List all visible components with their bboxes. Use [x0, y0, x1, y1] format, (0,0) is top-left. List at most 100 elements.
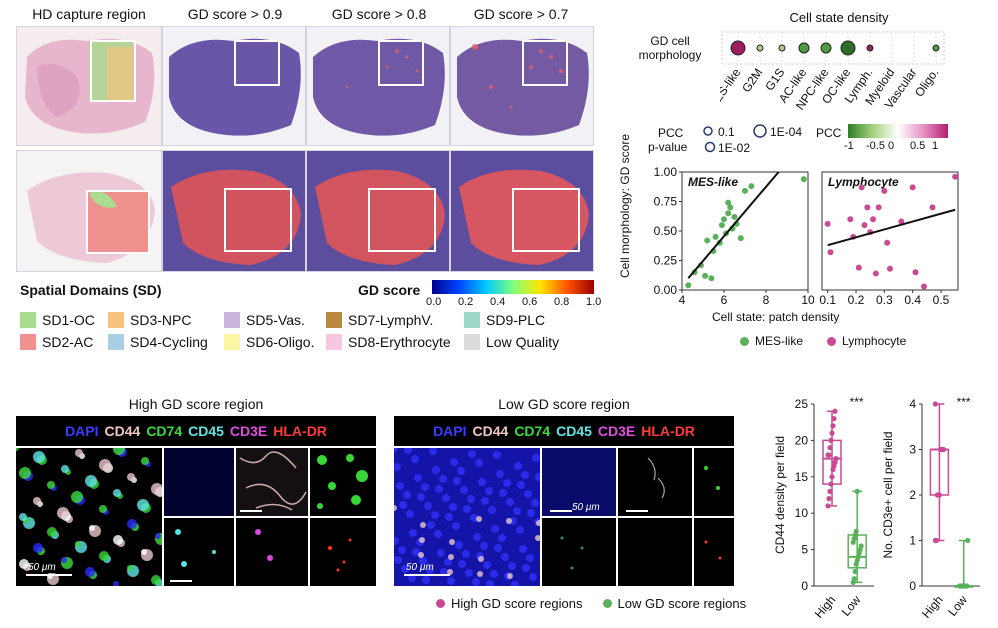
nucleus	[496, 470, 504, 478]
cd44-cell	[448, 554, 454, 560]
cd44-cell	[394, 505, 397, 511]
y-tick-label: 0.25	[654, 254, 678, 268]
sd-label: SD1-OC	[42, 312, 95, 328]
nucleus	[501, 553, 509, 561]
scatter-point	[864, 204, 871, 211]
dot-oligo	[932, 44, 940, 52]
pcc-label-1: PCC	[658, 126, 684, 140]
y-tick-label: 15	[795, 470, 809, 484]
sd-label: SD6-Oligo.	[246, 334, 315, 350]
nucleus	[406, 510, 414, 518]
marker-label-hladr: HLA-DR	[641, 423, 695, 439]
nucleus	[394, 448, 398, 452]
cd44-cell	[507, 573, 513, 579]
nucleus	[403, 491, 411, 499]
nucleus	[508, 562, 516, 570]
scatter-point	[702, 272, 709, 279]
scatter-lymphocyte: 0.1 0.2 0.3 0.4 0.5 Lymphocyte	[819, 171, 959, 307]
y-tick-label: 0.75	[654, 195, 678, 209]
nucleus	[450, 458, 458, 466]
legend-low-label: Low GD score regions	[617, 596, 747, 611]
cell	[33, 543, 43, 553]
sd-legend-item: Low Quality	[464, 334, 559, 350]
gd-08-tile-2	[306, 150, 450, 272]
x-tick-label: 6	[721, 293, 728, 307]
sd-label: SD2-AC	[42, 334, 94, 350]
scatter-point	[887, 265, 893, 272]
cell	[141, 457, 149, 465]
nucleus	[506, 498, 514, 506]
box-point	[851, 576, 857, 582]
cell	[137, 499, 149, 511]
scatter-point	[872, 270, 879, 277]
high-gd-composite: 50 μm	[16, 448, 162, 586]
scatter-xlabel: Cell state: patch density	[712, 310, 840, 324]
box-point	[936, 492, 942, 498]
scatter-point	[737, 235, 744, 242]
scatter-legend: MES-like Lymphocyte	[740, 334, 906, 348]
nucleus	[412, 548, 420, 556]
colorbar-tick: 0.6	[522, 296, 538, 308]
scatter-point	[800, 176, 807, 183]
nucleus	[445, 513, 453, 521]
cd44-cell	[536, 520, 540, 526]
box-point	[828, 481, 834, 487]
box-point	[933, 537, 939, 544]
gd-07-tile-2	[450, 150, 594, 272]
y-tick-label: 0	[909, 579, 916, 593]
low-gd-composite: 50 μm	[394, 448, 540, 586]
box-point	[831, 415, 837, 422]
nucleus	[417, 493, 425, 501]
scatter-point	[881, 187, 888, 194]
nucleus	[524, 490, 532, 498]
nucleus	[426, 566, 434, 574]
scatter-point	[952, 173, 959, 180]
gd-colorbar	[432, 280, 594, 294]
sd-legend-item: SD1-OC	[20, 312, 95, 328]
nucleus	[447, 577, 455, 585]
scatter-point	[861, 222, 868, 229]
micro-legend: High GD score regions Low GD score regio…	[436, 596, 746, 611]
gd-08-tile-1	[306, 26, 450, 146]
box-point	[964, 583, 970, 589]
sd-legend-item: SD6-Oligo.	[224, 334, 314, 350]
nucleus	[529, 573, 537, 581]
box-point	[833, 456, 839, 462]
y-tick-label: 4	[909, 397, 916, 411]
nucleus	[455, 541, 463, 549]
high-dapi	[164, 448, 234, 516]
cell	[33, 497, 41, 505]
box-point	[854, 488, 860, 494]
nucleus	[394, 463, 401, 471]
scatter-point	[884, 239, 891, 246]
pcc-colorbar-label: PCC	[816, 126, 842, 140]
cell	[85, 567, 95, 577]
nucleus	[475, 459, 483, 467]
nucleus	[427, 521, 435, 529]
cell	[99, 505, 107, 513]
sd-swatch	[326, 312, 342, 328]
cell	[141, 549, 147, 555]
cell	[113, 581, 119, 586]
sd-label: SD7-LymphV.	[348, 312, 434, 328]
dot-plot: MES-likeG2MG1SAC-likeNPC-likeOC-likeLymp…	[720, 31, 945, 113]
marker-label-hladr: HLA-DR	[273, 423, 327, 439]
nucleus	[470, 514, 478, 522]
cell	[127, 565, 133, 571]
nucleus	[435, 485, 443, 493]
header-gd-09: GD score > 0.9	[187, 6, 283, 22]
nucleus	[449, 503, 457, 511]
fit-line	[827, 208, 956, 247]
box-ylabel: No. CD3e+ cell per field	[881, 431, 895, 558]
x-tick-label: 0.3	[876, 293, 893, 307]
scatter-point	[704, 237, 711, 244]
box-point	[825, 503, 831, 509]
box-point	[826, 496, 832, 502]
scale-text: 50 μm	[28, 562, 56, 573]
cd44-cell	[420, 522, 426, 528]
scale-text: 50 μm	[572, 502, 600, 513]
colorbar-tick: 0.8	[554, 296, 570, 308]
cell	[113, 489, 121, 497]
nucleus	[499, 489, 507, 497]
scale-bar	[626, 510, 648, 512]
